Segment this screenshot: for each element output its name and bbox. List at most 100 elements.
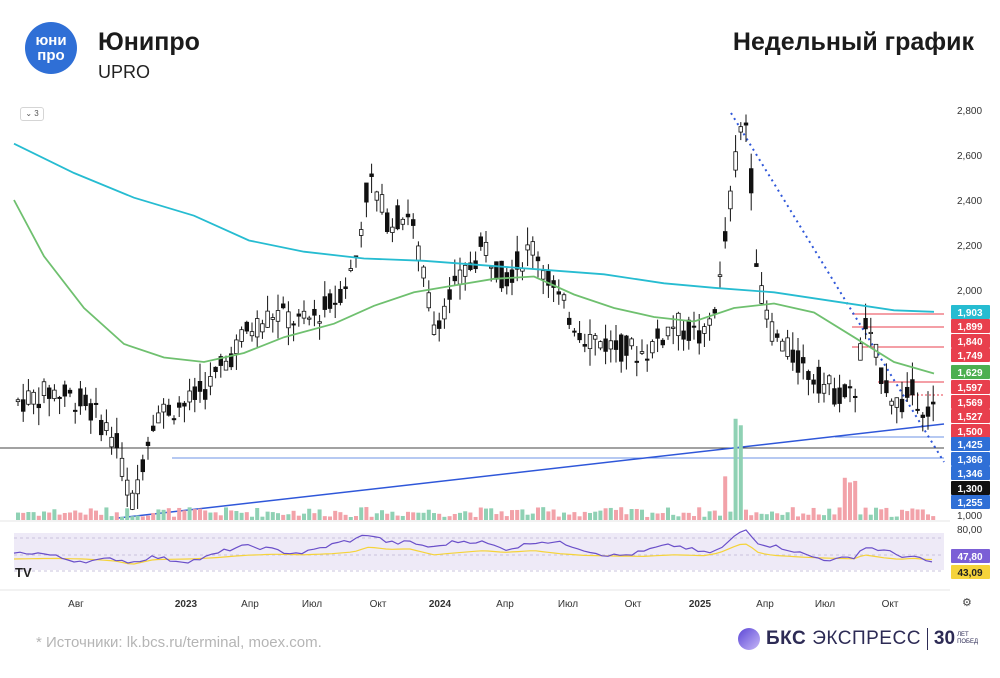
candle-body: [176, 402, 182, 408]
volume-bar: [411, 512, 416, 520]
volume-bar: [218, 515, 223, 520]
volume-bar: [255, 507, 260, 520]
moving-averages: [13, 142, 935, 375]
volume-bar: [374, 513, 379, 520]
candle-body: [208, 376, 213, 387]
price-label-text: 1,500: [957, 427, 982, 438]
volume-bar: [879, 509, 884, 520]
time-tick-label: Окт: [882, 599, 899, 610]
candle-body: [135, 479, 140, 495]
settings-icon[interactable]: ⚙: [962, 597, 972, 609]
candle-body: [93, 402, 99, 405]
volume-bar: [452, 513, 457, 520]
volume-bar: [603, 508, 608, 520]
volume-bar: [57, 514, 62, 520]
candle-body: [863, 318, 868, 330]
indicator-collapse-button[interactable]: ⌄ 3: [20, 107, 44, 121]
candle-body: [218, 356, 223, 366]
volume-bar: [312, 513, 317, 520]
volume-bar: [317, 509, 322, 520]
candle-body: [853, 395, 858, 398]
candle-body: [457, 269, 463, 285]
volume-bar: [712, 510, 717, 520]
volume-bar: [426, 509, 431, 520]
candle-body: [332, 302, 338, 305]
volume-bar: [629, 509, 634, 520]
volume-bar: [546, 511, 551, 520]
candle-body: [691, 325, 697, 328]
candle-body: [655, 328, 660, 339]
volume-bar: [130, 516, 135, 520]
volume-bar: [780, 514, 785, 520]
candle-body: [624, 335, 629, 356]
candle-body: [785, 337, 790, 357]
volume-bar: [655, 513, 660, 520]
volume-bar: [322, 516, 327, 520]
candle-body: [369, 173, 374, 177]
candle-body: [270, 317, 275, 320]
candle-body: [322, 296, 327, 310]
volume-bar: [525, 514, 530, 520]
volume-bar: [78, 512, 83, 520]
volume-bar: [754, 512, 759, 520]
candle-body: [26, 390, 31, 405]
logo-line-1: юни: [35, 32, 67, 49]
candle-body: [99, 419, 104, 436]
volume-bar: [926, 514, 930, 520]
candles: [15, 114, 936, 511]
volume-bar: [395, 515, 400, 520]
candle-body: [171, 418, 177, 421]
candle-body: [509, 269, 515, 283]
rsi-line: [13, 529, 933, 564]
candle-body: [395, 205, 400, 230]
price-label-text: 1,629: [957, 368, 982, 379]
ascending-trendline: [117, 423, 945, 519]
volume-bar: [806, 514, 811, 520]
price-label-box: [951, 481, 990, 495]
volume-bar: [692, 516, 696, 520]
volume-bar: [801, 513, 806, 520]
candle-body: [556, 291, 561, 295]
candle-body: [20, 399, 26, 412]
candle-body: [676, 312, 681, 337]
volume-bar: [858, 514, 863, 520]
volume-bar: [276, 513, 280, 520]
volume-bar: [915, 509, 920, 520]
candle-body: [36, 403, 41, 409]
ticker: UPRO: [98, 62, 151, 82]
candle-body: [613, 340, 619, 350]
candle-body: [192, 386, 197, 400]
volume-bar: [868, 514, 873, 520]
time-tick-label: Авг: [68, 599, 84, 610]
ma-line: [13, 199, 935, 375]
candle-body: [15, 399, 21, 403]
rsi-label-text: 43,09: [957, 568, 982, 579]
volume-bar: [369, 516, 374, 520]
candle-body: [410, 219, 416, 226]
candle-body: [494, 261, 499, 280]
candle-body: [733, 151, 738, 171]
volume-bar: [827, 508, 832, 520]
candle-body: [603, 338, 608, 352]
brand-separator: [926, 628, 928, 650]
candle-body: [119, 457, 125, 477]
candle-body: [587, 334, 593, 350]
candle-body: [374, 191, 379, 201]
candle-body: [801, 357, 806, 364]
volume-bar: [234, 511, 239, 520]
candle-body: [769, 321, 775, 342]
volume-bar: [468, 512, 473, 520]
volume-bar: [473, 516, 478, 520]
volume-bar: [52, 509, 57, 520]
volume-bar: [260, 516, 265, 520]
volume-bar: [182, 510, 187, 520]
volume-bar: [333, 510, 338, 520]
price-label-text: 1,840: [957, 337, 982, 348]
volume-bar: [749, 515, 754, 520]
price-tick-label: 2,800: [957, 106, 982, 117]
volume-bar: [265, 511, 270, 520]
candle-body: [645, 358, 650, 361]
candle-body: [650, 341, 655, 354]
time-axis: Авг 2023 Апр Июл Окт 2024 Апр Июл Окт 2025 Апр Июл О…: [68, 599, 899, 610]
candle-body: [317, 321, 322, 324]
